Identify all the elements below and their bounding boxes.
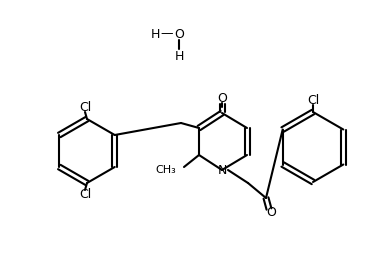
Text: H: H — [150, 27, 160, 40]
Text: CH₃: CH₃ — [155, 165, 176, 175]
Text: Cl: Cl — [79, 100, 91, 113]
Text: N: N — [217, 163, 227, 176]
Text: O: O — [174, 27, 184, 40]
Text: O: O — [217, 91, 227, 104]
Text: H: H — [174, 49, 184, 62]
Text: O: O — [266, 206, 276, 219]
Text: —: — — [161, 27, 173, 40]
Text: Cl: Cl — [79, 189, 91, 202]
Text: Cl: Cl — [307, 93, 319, 106]
